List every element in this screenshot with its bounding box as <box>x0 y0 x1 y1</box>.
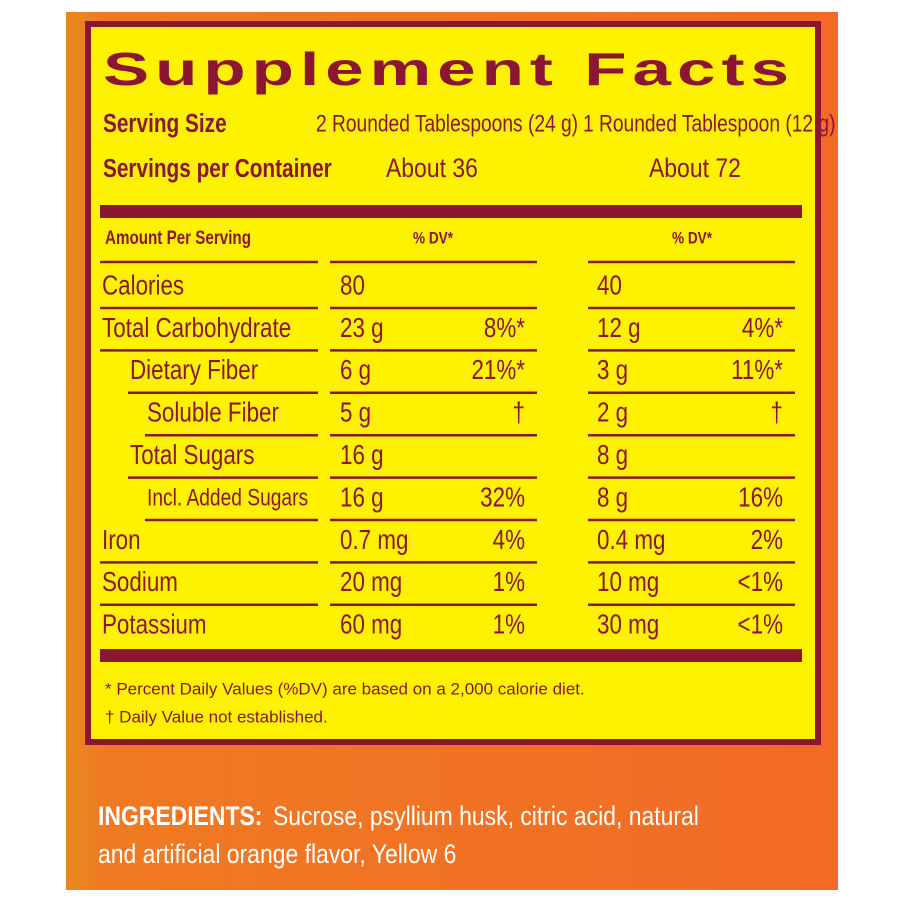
amount: 8 g <box>597 440 628 471</box>
ingredients-line2: and artificial orange flavor, Yellow 6 <box>98 839 456 869</box>
amount: 30 mg <box>597 609 659 640</box>
nutrient-name: Iron <box>102 525 141 556</box>
nutrient-name: Soluble Fiber <box>147 397 279 428</box>
amount: 5 g <box>340 397 371 428</box>
serving-size-label: Serving Size <box>103 109 227 138</box>
daily-value: 32% <box>480 482 525 513</box>
daily-value: 1% <box>493 609 525 640</box>
amount: 12 g <box>597 313 641 344</box>
serving-size-col2: 1 Rounded Tablespoon (12 g) <box>583 109 835 137</box>
facts-panel <box>85 21 821 745</box>
daily-value: 16% <box>738 482 783 513</box>
amount: 40 <box>597 270 622 301</box>
daily-value: 1% <box>493 567 525 598</box>
amount: 20 mg <box>340 567 402 598</box>
amount: 2 g <box>597 397 628 428</box>
ingredients-label: INGREDIENTS: <box>98 801 262 831</box>
daily-value: 8%* <box>484 313 525 344</box>
nutrient-name: Dietary Fiber <box>130 355 259 386</box>
daily-value: <1% <box>738 567 783 598</box>
daily-value: † <box>513 397 525 428</box>
amount: 60 mg <box>340 609 402 640</box>
daily-value: 2% <box>751 525 783 556</box>
nutrient-name: Potassium <box>102 609 207 640</box>
title: Supplement Facts <box>103 43 795 95</box>
nutrient-name: Calories <box>102 270 184 301</box>
daily-value: <1% <box>738 609 783 640</box>
amount: 80 <box>340 270 365 301</box>
footnote: † Daily Value not established. <box>105 707 328 726</box>
nutrient-name: Total Carbohydrate <box>102 313 291 344</box>
amount: 16 g <box>340 440 384 471</box>
nutrient-name: Incl. Added Sugars <box>147 483 308 511</box>
footnote: * Percent Daily Values (%DV) are based o… <box>105 679 585 698</box>
amount: 3 g <box>597 355 628 386</box>
header-col1: % DV* <box>413 229 453 248</box>
serving-size-col1: 2 Rounded Tablespoons (24 g) <box>316 109 578 137</box>
servings-col2: About 72 <box>649 153 741 183</box>
amount: 16 g <box>340 482 384 513</box>
thick-rule <box>100 205 802 218</box>
amount: 10 mg <box>597 567 659 598</box>
amount: 23 g <box>340 313 384 344</box>
nutrient-name: Sodium <box>102 567 178 598</box>
servings-label: Servings per Container <box>103 154 332 183</box>
daily-value: 4%* <box>742 313 783 344</box>
amount: 0.7 mg <box>340 525 408 556</box>
daily-value: † <box>771 397 783 428</box>
daily-value: 21%* <box>471 355 525 386</box>
servings-col1: About 36 <box>386 153 478 183</box>
amount: 8 g <box>597 482 628 513</box>
thick-rule <box>100 649 802 662</box>
header-label: Amount Per Serving <box>105 226 251 248</box>
amount: 6 g <box>340 355 371 386</box>
header-col2: % DV* <box>672 229 712 248</box>
daily-value: 4% <box>493 525 525 556</box>
ingredients-line1: Sucrose, psyllium husk, citric acid, nat… <box>273 801 699 831</box>
amount: 0.4 mg <box>597 525 665 556</box>
daily-value: 11%* <box>731 355 783 386</box>
nutrient-name: Total Sugars <box>130 440 254 471</box>
